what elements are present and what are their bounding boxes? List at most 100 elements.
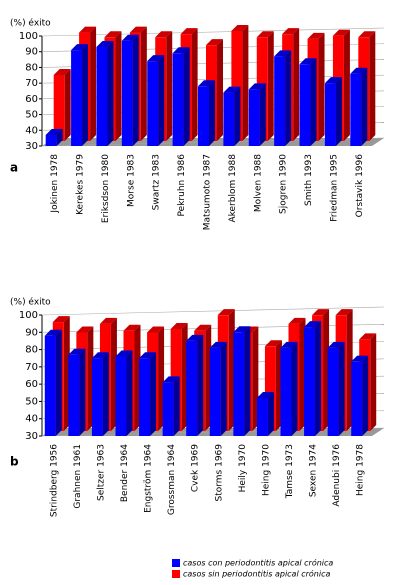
- bar-side: [102, 352, 109, 436]
- y-tick-label: 60: [25, 379, 38, 390]
- bar: [172, 53, 184, 146]
- y-tick-label: 70: [25, 362, 38, 373]
- bar-top: [335, 309, 353, 316]
- grid-line: [41, 306, 385, 316]
- bar-top: [358, 31, 376, 38]
- legend-label: casos sin periodontitis apical crónica: [183, 569, 331, 579]
- x-tick-label: Morse 1983: [126, 154, 136, 207]
- bar-side: [267, 31, 274, 142]
- x-tick-label: Akerblom 1988: [228, 154, 238, 223]
- x-tick-label: Grossman 1964: [167, 444, 177, 515]
- x-tick-label: Heily 1970: [238, 444, 248, 493]
- bar-top: [231, 25, 249, 31]
- bar: [324, 83, 336, 146]
- bar-side: [107, 41, 114, 146]
- bar: [350, 73, 362, 146]
- bar-side: [197, 334, 204, 436]
- y-tick-label: 40: [25, 414, 38, 425]
- bar-top: [76, 326, 94, 333]
- x-tick-label: Eriksdson 1980: [101, 154, 111, 223]
- bar-side: [158, 326, 165, 431]
- bar-top: [147, 326, 165, 333]
- bar: [223, 92, 235, 146]
- bar-top: [223, 86, 241, 93]
- bar: [351, 361, 363, 436]
- bar-top: [194, 324, 212, 331]
- bar-side: [299, 317, 306, 431]
- bar-top: [264, 340, 282, 347]
- bar-side: [181, 323, 188, 431]
- bar: [209, 347, 221, 436]
- bar-side: [90, 26, 97, 142]
- x-tick-label: Tamse 1973: [285, 444, 295, 499]
- bar-top: [123, 324, 141, 331]
- bar-top: [280, 341, 298, 348]
- bar-side: [242, 25, 249, 141]
- y-axis-title: (%) éxito: [10, 18, 51, 29]
- bar-side: [244, 326, 251, 436]
- y-tick-label: 80: [25, 62, 38, 73]
- bar-top: [332, 29, 350, 36]
- bar-top: [256, 31, 274, 38]
- bar-top: [104, 31, 122, 38]
- y-axis-title: (%) éxito: [10, 297, 51, 308]
- bar: [256, 397, 268, 436]
- x-tick-label: Matsumoto 1987: [203, 154, 213, 230]
- bar-top: [304, 321, 322, 328]
- bar-side: [285, 50, 292, 146]
- bar-side: [369, 31, 376, 142]
- bar-top: [299, 58, 317, 65]
- bar-side: [150, 352, 157, 436]
- panel-label: b: [10, 455, 19, 469]
- bar-side: [252, 326, 259, 431]
- bar-top: [206, 39, 223, 46]
- x-tick-label: Engström 1964: [144, 444, 154, 513]
- bar-side: [56, 129, 63, 146]
- bar-side: [205, 324, 212, 431]
- bar-top: [350, 67, 368, 74]
- bar-top: [52, 316, 70, 323]
- bar: [96, 47, 108, 146]
- bar: [115, 356, 127, 436]
- bar: [162, 382, 174, 436]
- x-tick-label: Heing 1970: [261, 444, 271, 496]
- x-tick-label: Sjogren 1990: [279, 154, 289, 214]
- bar-side: [55, 329, 62, 436]
- bar-side: [217, 39, 223, 142]
- x-tick-label: Smith 1993: [304, 154, 314, 206]
- bar: [233, 332, 245, 436]
- bar-side: [191, 28, 198, 142]
- bar-side: [166, 31, 173, 142]
- bar-side: [82, 44, 89, 147]
- bar-side: [110, 317, 117, 431]
- bar: [68, 354, 80, 436]
- bar: [274, 56, 286, 146]
- legend-swatch: [172, 559, 180, 567]
- bar-side: [183, 47, 190, 146]
- bar-top: [307, 32, 325, 39]
- y-tick-label: 30: [25, 141, 38, 152]
- bar-top: [351, 355, 369, 362]
- x-tick-label: Sexen 1974: [309, 444, 319, 497]
- bar-top: [53, 69, 71, 75]
- bar: [121, 40, 133, 146]
- y-tick-label: 50: [25, 110, 38, 121]
- bar-top: [233, 326, 251, 333]
- bar-top: [274, 50, 292, 57]
- bar-side: [361, 67, 368, 146]
- bar-top: [96, 41, 114, 47]
- bar: [91, 358, 103, 436]
- x-tick-label: Strindberg 1956: [49, 444, 59, 517]
- bar-side: [79, 348, 86, 436]
- bar-top: [68, 348, 86, 355]
- bar-top: [99, 317, 117, 324]
- bar-top: [147, 55, 165, 62]
- bar-top: [186, 334, 204, 341]
- x-tick-label: Jokinen 1978: [50, 154, 60, 214]
- bar: [45, 135, 57, 146]
- bar-side: [140, 26, 147, 142]
- bar: [248, 89, 260, 146]
- x-tick-label: Kerekes 1979: [76, 154, 86, 215]
- y-tick-label: 90: [25, 327, 38, 338]
